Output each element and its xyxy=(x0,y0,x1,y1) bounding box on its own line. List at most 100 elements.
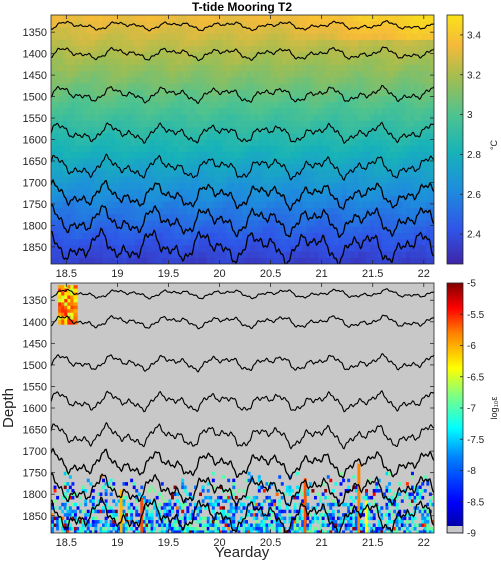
heatmap-cell xyxy=(426,251,431,259)
heatmap-cell xyxy=(130,33,136,41)
heatmap-cell xyxy=(54,139,60,147)
heatmap-cell xyxy=(90,33,96,41)
colorbar-tick-label: 2.8 xyxy=(467,150,481,161)
heatmap-cell xyxy=(78,214,84,222)
heatmap-cell xyxy=(98,176,104,184)
heatmap-cell xyxy=(314,158,319,165)
heatmap-cell xyxy=(394,83,399,91)
heatmap-cell xyxy=(394,127,399,134)
heatmap-cell xyxy=(211,530,215,533)
heatmap-cell xyxy=(178,183,184,190)
heatmap-cell xyxy=(406,176,411,184)
heatmap-cell xyxy=(354,133,359,141)
heatmap-cell xyxy=(313,495,317,500)
heatmap-cell xyxy=(112,523,116,528)
heatmap-cell xyxy=(418,139,423,147)
heatmap-cell xyxy=(350,120,355,128)
heatmap-cell xyxy=(78,95,84,103)
heatmap-cell xyxy=(82,151,88,159)
heatmap-cell xyxy=(282,176,287,184)
heatmap-cell xyxy=(89,482,93,486)
heatmap-cell xyxy=(280,482,284,486)
heatmap-cell xyxy=(362,89,367,97)
heatmap-cell xyxy=(378,133,383,141)
heatmap-cell xyxy=(238,257,244,264)
heatmap-cell xyxy=(390,251,395,259)
heatmap-cell xyxy=(362,207,367,215)
heatmap-cell xyxy=(150,170,156,178)
heatmap-cell xyxy=(110,170,116,178)
heatmap-cell xyxy=(226,189,232,197)
heatmap-cell xyxy=(334,133,339,141)
heatmap-cell xyxy=(66,176,72,184)
heatmap-cell xyxy=(386,245,391,253)
heatmap-cell xyxy=(288,530,292,533)
heatmap-cell xyxy=(290,89,295,97)
heatmap-cell xyxy=(122,523,126,528)
heatmap-cell xyxy=(230,151,236,159)
heatmap-cell xyxy=(262,145,268,153)
heatmap-cell xyxy=(66,530,70,533)
heatmap-cell xyxy=(62,108,68,116)
heatmap-cell xyxy=(114,27,120,35)
heatmap-cell xyxy=(109,520,113,524)
heatmap-cell xyxy=(173,485,177,490)
heatmap-cell xyxy=(418,52,423,60)
heatmap-cell xyxy=(68,495,72,500)
heatmap-cell xyxy=(411,516,414,521)
heatmap-cell xyxy=(318,226,323,234)
heatmap-cell xyxy=(182,220,188,228)
heatmap-cell xyxy=(86,251,92,259)
heatmap-cell xyxy=(378,95,383,103)
heatmap-cell xyxy=(226,176,232,184)
heatmap-cell xyxy=(222,39,228,47)
heatmap-cell xyxy=(222,499,226,503)
heatmap-cell xyxy=(234,526,238,531)
heatmap-cell xyxy=(118,33,124,41)
heatmap-cell xyxy=(206,530,210,533)
heatmap-cell xyxy=(270,145,276,153)
heatmap-cell xyxy=(298,513,302,517)
heatmap-cell xyxy=(166,64,172,72)
heatmap-cell xyxy=(342,89,347,97)
heatmap-cell xyxy=(386,127,391,134)
heatmap-cell xyxy=(126,120,132,128)
heatmap-cell xyxy=(378,83,383,91)
heatmap-cell xyxy=(342,127,347,134)
heatmap-cell xyxy=(173,523,177,528)
heatmap-cell xyxy=(153,526,157,531)
heatmap-cell xyxy=(362,114,367,122)
heatmap-cell xyxy=(393,509,397,514)
heatmap-cell xyxy=(390,495,394,500)
heatmap-cell xyxy=(400,523,404,528)
heatmap-cell xyxy=(135,495,139,500)
heatmap-cell xyxy=(130,58,136,66)
heatmap-cell xyxy=(290,220,295,228)
heatmap-cell xyxy=(145,513,149,517)
heatmap-cell xyxy=(310,170,315,178)
heatmap-cell xyxy=(138,158,144,165)
heatmap-cell xyxy=(382,170,387,178)
heatmap-cell xyxy=(102,39,108,47)
heatmap-cell xyxy=(94,523,98,528)
heatmap-cell xyxy=(188,492,192,496)
heatmap-cell xyxy=(118,95,124,103)
heatmap-cell xyxy=(62,232,68,240)
heatmap-cell xyxy=(330,21,335,29)
heatmap-cell xyxy=(142,207,148,215)
heatmap-cell xyxy=(166,183,172,190)
heatmap-cell xyxy=(51,530,54,533)
heatmap-cell xyxy=(210,39,216,47)
heatmap-cell xyxy=(154,201,160,209)
heatmap-cell xyxy=(410,108,415,116)
heatmap-cell xyxy=(382,127,387,134)
heatmap-cell xyxy=(66,489,70,493)
heatmap-cell xyxy=(322,120,327,128)
heatmap-cell xyxy=(358,64,363,72)
heatmap-cell xyxy=(98,58,104,66)
heatmap-cell xyxy=(102,33,108,41)
heatmap-cell xyxy=(94,46,100,53)
heatmap-cell xyxy=(268,495,271,500)
heatmap-cell xyxy=(288,513,292,517)
heatmap-cell xyxy=(176,492,180,496)
